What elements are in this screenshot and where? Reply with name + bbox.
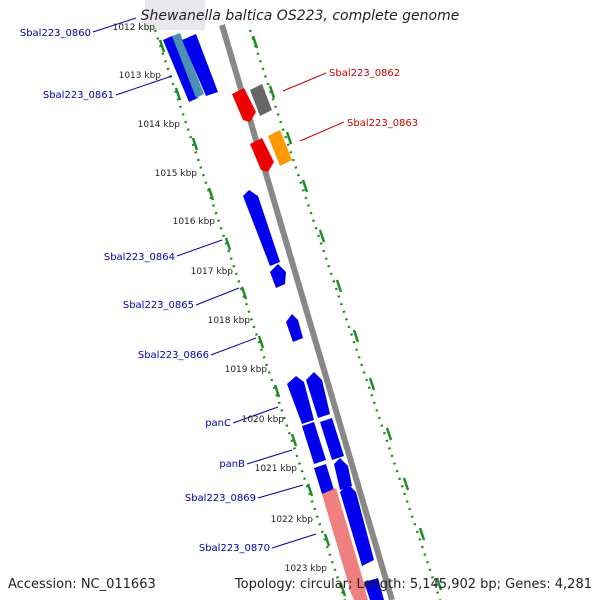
label-leaders — [92, 17, 345, 549]
gene-bottom-pink[interactable] — [350, 586, 368, 600]
accession-text: Accession: NC_011663 — [8, 577, 156, 592]
gene-panC-a[interactable] — [287, 376, 314, 424]
gene-label-0864[interactable]: Sbal223_0864 — [104, 252, 175, 263]
inner-major-ticks — [158, 39, 347, 597]
kbp-tick-label: 1012 kbp — [113, 23, 156, 33]
gene-0863-orange[interactable] — [268, 130, 292, 166]
kbp-tick-label: 1022 kbp — [271, 515, 314, 525]
gene-features — [163, 33, 384, 600]
kbp-tick-label: 1021 kbp — [255, 464, 298, 474]
gene-panC-b[interactable] — [306, 372, 330, 418]
gene-0865[interactable] — [270, 264, 286, 288]
gene-label-panB[interactable]: panB — [219, 459, 245, 470]
kbp-tick-label: 1014 kbp — [138, 120, 181, 130]
kbp-tick-label: 1015 kbp — [155, 169, 198, 179]
gene-label-0861[interactable]: Sbal223_0861 — [43, 90, 114, 101]
outer-major-ticks — [251, 35, 443, 591]
gene-label-0866[interactable]: Sbal223_0866 — [138, 350, 209, 361]
gene-0862-red[interactable] — [232, 88, 256, 122]
kbp-labels: 1012 kbp 1013 kbp 1014 kbp 1015 kbp 1016… — [113, 23, 328, 574]
gene-0866[interactable] — [286, 314, 303, 342]
gene-bottom-blue[interactable] — [364, 578, 384, 600]
gene-0869-b[interactable] — [334, 458, 352, 490]
topology-text: Topology: circular; Length: 5,145,902 bp… — [234, 577, 592, 592]
gene-0863-red[interactable] — [250, 138, 274, 172]
gene-0862-grey[interactable] — [250, 84, 272, 116]
gene-label-0865[interactable]: Sbal223_0865 — [123, 300, 194, 311]
top-fade — [145, 0, 205, 30]
kbp-tick-label: 1017 kbp — [191, 267, 234, 277]
gene-0870-pink[interactable] — [322, 488, 366, 596]
kbp-tick-label: 1019 kbp — [225, 365, 268, 375]
gene-0861-c[interactable] — [182, 34, 218, 96]
gene-label-0863[interactable]: Sbal223_0863 — [347, 118, 418, 129]
gene-label-0869[interactable]: Sbal223_0869 — [185, 493, 256, 504]
map-title: Shewanella baltica OS223, complete genom… — [140, 8, 460, 24]
map-band — [130, 0, 470, 600]
gene-0864[interactable] — [243, 190, 280, 266]
kbp-tick-label: 1016 kbp — [173, 217, 216, 227]
kbp-tick-label: 1023 kbp — [285, 564, 328, 574]
gene-label-0862[interactable]: Sbal223_0862 — [329, 68, 400, 79]
kbp-tick-label: 1020 kbp — [242, 415, 285, 425]
gene-panB-b[interactable] — [320, 418, 344, 460]
gene-panB-a[interactable] — [302, 422, 326, 464]
kbp-tick-label: 1013 kbp — [119, 71, 162, 81]
gene-labels: Sbal223_0860 Sbal223_0861 Sbal223_0862 S… — [20, 28, 418, 554]
gene-0869-a[interactable] — [314, 464, 334, 494]
gene-0870-blue[interactable] — [340, 484, 374, 566]
gene-label-0860[interactable]: Sbal223_0860 — [20, 28, 91, 39]
gene-label-0870[interactable]: Sbal223_0870 — [199, 543, 270, 554]
gene-0861-b[interactable] — [172, 33, 204, 98]
gene-0861-a[interactable] — [163, 36, 198, 102]
gene-label-panC[interactable]: panC — [205, 418, 231, 429]
kbp-tick-label: 1018 kbp — [208, 316, 251, 326]
